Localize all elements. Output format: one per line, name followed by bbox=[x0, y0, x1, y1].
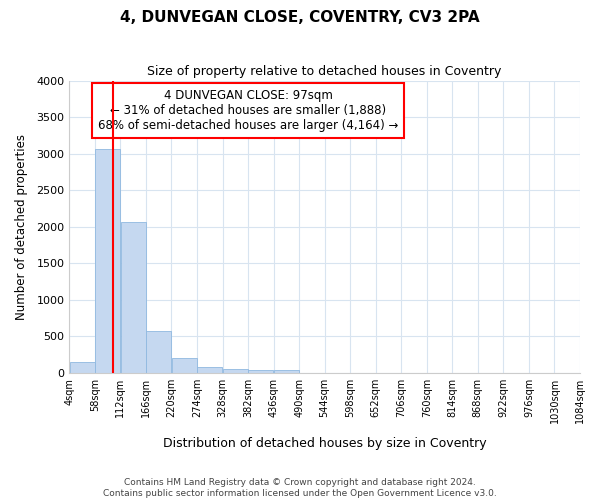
Text: 4 DUNVEGAN CLOSE: 97sqm
← 31% of detached houses are smaller (1,888)
68% of semi: 4 DUNVEGAN CLOSE: 97sqm ← 31% of detache… bbox=[98, 90, 398, 132]
Bar bbox=[197, 367, 222, 373]
X-axis label: Distribution of detached houses by size in Coventry: Distribution of detached houses by size … bbox=[163, 437, 487, 450]
Bar bbox=[146, 332, 171, 373]
Text: Contains HM Land Registry data © Crown copyright and database right 2024.
Contai: Contains HM Land Registry data © Crown c… bbox=[103, 478, 497, 498]
Text: 4, DUNVEGAN CLOSE, COVENTRY, CV3 2PA: 4, DUNVEGAN CLOSE, COVENTRY, CV3 2PA bbox=[120, 10, 480, 25]
Bar bbox=[70, 362, 95, 373]
Bar bbox=[248, 370, 274, 373]
Bar bbox=[95, 150, 120, 373]
Bar bbox=[121, 222, 146, 373]
Y-axis label: Number of detached properties: Number of detached properties bbox=[15, 134, 28, 320]
Title: Size of property relative to detached houses in Coventry: Size of property relative to detached ho… bbox=[148, 65, 502, 78]
Bar bbox=[223, 370, 248, 373]
Bar bbox=[172, 358, 197, 373]
Bar bbox=[274, 370, 299, 373]
